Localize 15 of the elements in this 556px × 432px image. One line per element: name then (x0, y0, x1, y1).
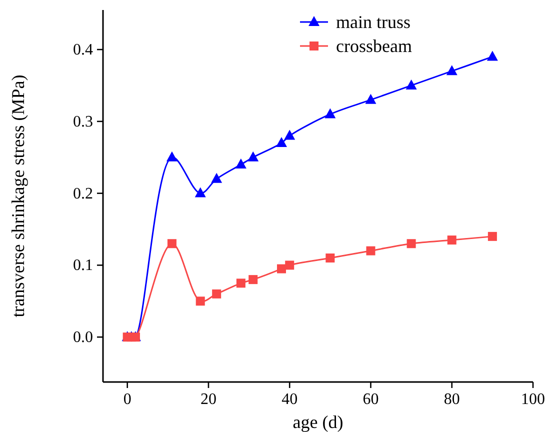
y-tick-label: 0.3 (73, 113, 93, 130)
legend-label: crossbeam (336, 36, 412, 56)
x-tick-label: 40 (282, 391, 298, 408)
x-axis-title: age (d) (292, 412, 344, 432)
x-tick-label: 100 (521, 391, 545, 408)
y-tick-label: 0.1 (73, 257, 93, 274)
legend-label: main truss (336, 12, 410, 32)
y-axis-title: transverse shrinkage stress (MPa) (8, 74, 28, 318)
y-tick-label: 0.0 (73, 329, 93, 346)
y-tick-label: 0.2 (73, 185, 93, 202)
x-tick-label: 80 (444, 391, 460, 408)
x-tick-label: 60 (362, 391, 379, 408)
y-tick-label: 0.4 (73, 42, 93, 59)
x-tick-label: 20 (200, 391, 216, 408)
x-tick-label: 0 (123, 391, 132, 408)
